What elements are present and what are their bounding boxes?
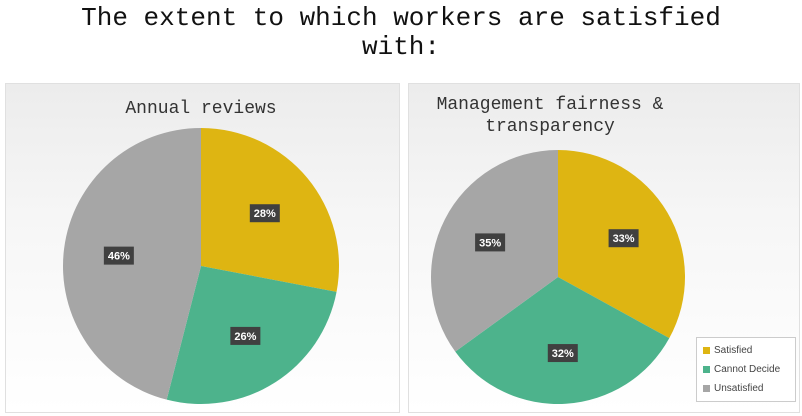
value-label-box <box>547 344 578 363</box>
value-label-box <box>103 246 134 265</box>
legend-swatch <box>703 385 710 392</box>
value-label: 46% <box>108 251 130 263</box>
pie-chart: 28% 26% 46% <box>62 127 339 404</box>
chart-title: Annual reviews <box>125 99 277 119</box>
value-label: 33% <box>613 233 635 245</box>
legend-item: Cannot Decide <box>703 360 789 379</box>
legend-label: Unsatisfied <box>714 383 764 394</box>
legend-label: Cannot Decide <box>714 364 781 375</box>
legend-label: Satisfied <box>714 345 753 356</box>
value-label-box <box>475 233 506 252</box>
legend: Satisfied Cannot Decide Unsatisfied <box>696 337 796 402</box>
value-label: 28% <box>254 208 276 220</box>
pie-chart: 33% 32% 35% <box>431 150 685 405</box>
chart-panel: 28% 26% 46% Annual reviews <box>5 83 400 413</box>
legend-swatch <box>703 366 710 373</box>
chart-panel: 33% 32% 35% Management fairness & transpare… <box>408 83 800 413</box>
value-label-box <box>608 229 639 248</box>
value-label-box <box>249 204 280 223</box>
value-label: 35% <box>479 237 501 249</box>
main-title: The extent to which workers are satisfie… <box>81 3 721 62</box>
pie-slice <box>455 277 670 405</box>
legend-item: Satisfied <box>703 341 789 360</box>
legend-swatch <box>703 347 710 354</box>
legend-item: Unsatisfied <box>703 379 789 398</box>
chart-title: Management fairness & transparency <box>436 95 664 137</box>
value-label-box <box>230 326 261 345</box>
value-label: 26% <box>234 331 256 343</box>
value-label: 32% <box>552 348 574 360</box>
